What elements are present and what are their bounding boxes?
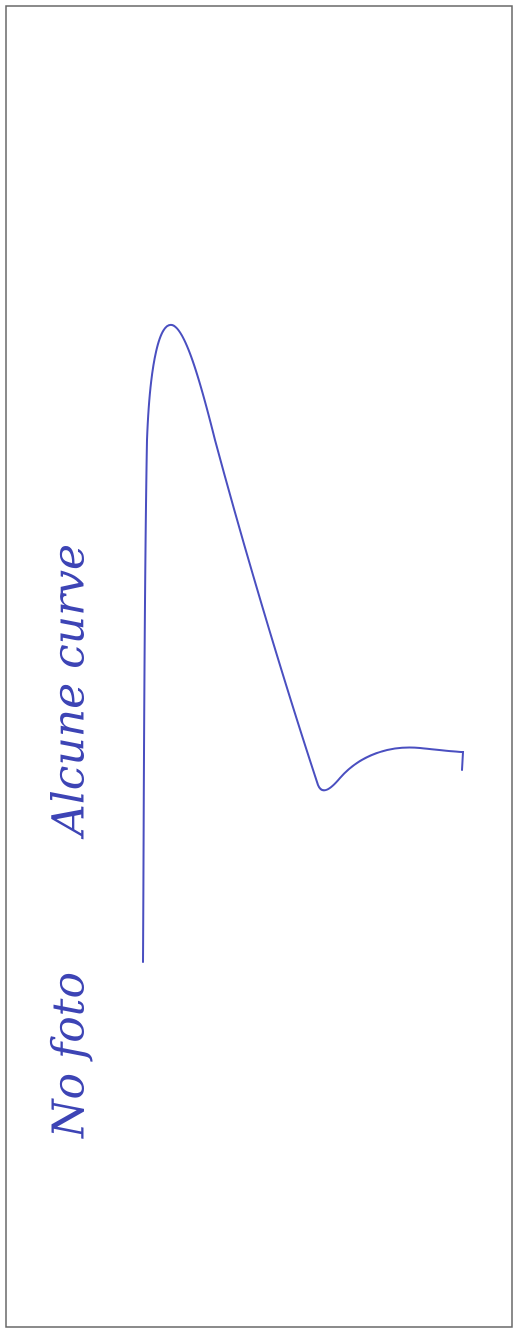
page: {"note": {"left_text": "No foto", "right… — [0, 0, 516, 1333]
handwritten-note: No foto — [44, 972, 95, 1139]
handwritten-note: Alcune curve — [44, 544, 95, 840]
scan: No foto Alcune curve — [0, 0, 516, 1333]
